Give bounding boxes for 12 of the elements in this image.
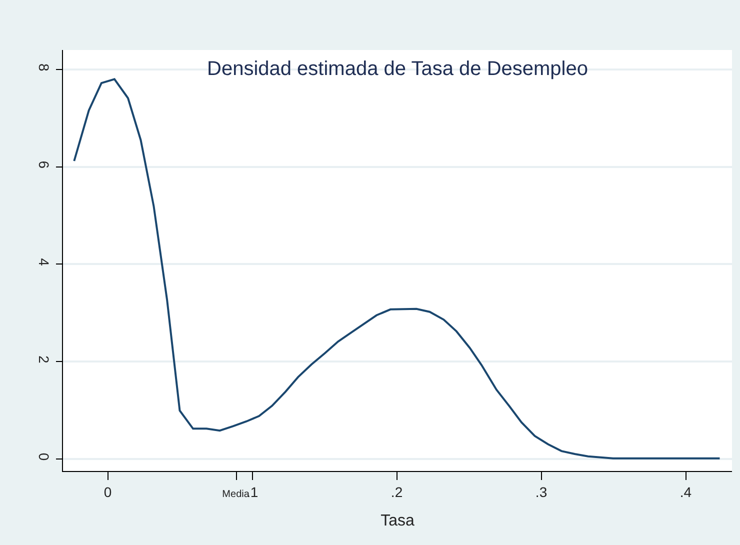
x-tick-label: 0 — [104, 484, 112, 500]
y-tick-label: 8 — [36, 63, 52, 72]
y-tick-label: 4 — [36, 258, 52, 266]
x-tick-label: .2 — [390, 484, 403, 500]
x-tick-label: .4 — [680, 484, 692, 500]
y-tick-label: 0 — [36, 452, 52, 461]
x-tick-label: .3 — [535, 484, 548, 500]
y-tick-label: 6 — [36, 160, 52, 169]
x-axis-title: Tasa — [380, 512, 414, 530]
line-series — [73, 78, 721, 460]
chart-title: Densidad estimada de Tasa de Desempleo — [207, 58, 588, 80]
y-tick-label: 2 — [36, 355, 52, 364]
